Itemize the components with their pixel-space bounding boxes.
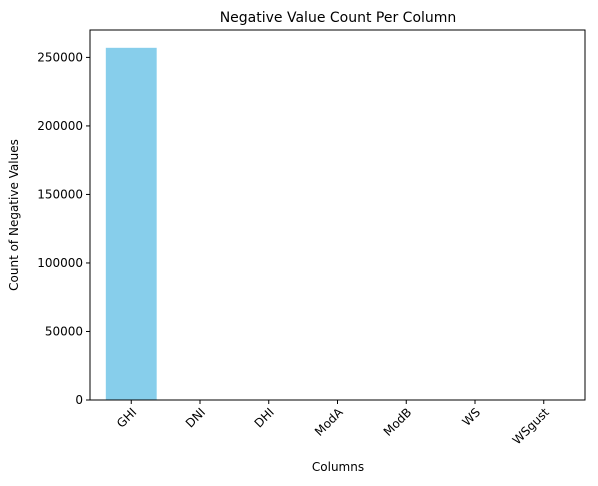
y-tick-label: 200000 [37, 119, 83, 133]
y-tick-label: 100000 [37, 256, 83, 270]
chart-title: Negative Value Count Per Column [220, 10, 457, 26]
x-tick-label-dhi: DHI [252, 405, 277, 430]
x-tick-label-dni: DNI [183, 405, 208, 430]
bar-ghi [105, 47, 157, 400]
y-tick-label: 150000 [37, 187, 83, 201]
x-axis: GHI DNI DHI ModA ModB WS WSgust [114, 400, 552, 447]
y-tick-label: 250000 [37, 50, 83, 64]
bars-group [105, 47, 157, 400]
y-axis-label: Count of Negative Values [7, 139, 21, 291]
plot-frame [89, 29, 586, 401]
x-tick-label-ghi: GHI [114, 405, 139, 430]
x-tick-label-modb: ModB [381, 405, 415, 439]
x-tick-label-wsgust: WSgust [510, 405, 552, 447]
y-tick-label: 50000 [45, 324, 83, 338]
x-tick-label-moda: ModA [312, 405, 346, 439]
x-axis-label: Columns [312, 460, 364, 474]
x-tick-label-ws: WS [459, 405, 483, 429]
y-axis: 0 50000 100000 150000 200000 250000 [37, 50, 90, 407]
y-tick-label: 0 [75, 393, 83, 407]
